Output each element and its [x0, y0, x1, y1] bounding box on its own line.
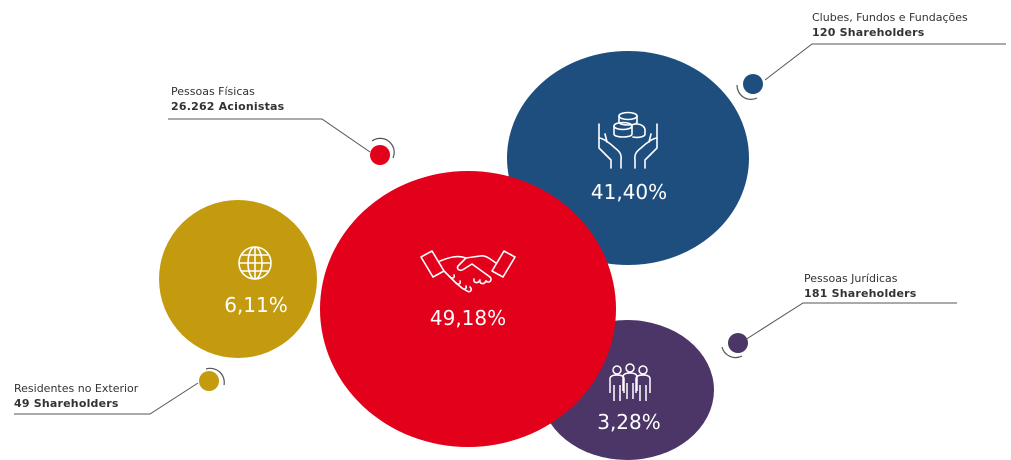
category-name-re: Residentes no Exterior — [14, 382, 139, 395]
marker-dot-pj — [728, 333, 748, 353]
bubble-pessoas-fisicas — [320, 171, 616, 447]
globe-icon — [238, 246, 272, 280]
marker-ring-pf — [371, 137, 395, 159]
shareholder-count-pf: 26.262 Acionistas — [171, 100, 285, 113]
leader-line-cf — [764, 43, 1006, 81]
label-pessoas-juridicas: Pessoas Jurídicas 181 Shareholders — [804, 271, 917, 301]
value-label-pf: 49,18% — [429, 306, 507, 330]
leader-line-re — [14, 382, 199, 415]
label-pessoas-fisicas: Pessoas Físicas 26.262 Acionistas — [171, 84, 284, 114]
label-clubes-fundos: Clubes, Fundos e Fundações 120 Sharehold… — [812, 10, 968, 40]
marker-dot-cf — [743, 74, 763, 94]
hands-coins-icon — [598, 111, 658, 169]
people-group-icon — [609, 363, 651, 401]
shareholder-count-pj: 181 Shareholders — [804, 287, 917, 300]
marker-dot-pf — [370, 145, 390, 165]
value-label-cf: 41,40% — [590, 180, 668, 204]
value-label-re: 6,11% — [224, 293, 288, 317]
leader-line-pf — [168, 118, 371, 153]
bubble-residentes-exterior — [159, 200, 317, 358]
marker-ring-cf — [736, 84, 758, 100]
shareholder-count-re: 49 Shareholders — [14, 397, 119, 410]
marker-ring-pj — [721, 346, 743, 359]
category-name-pj: Pessoas Jurídicas — [804, 272, 898, 285]
category-name-cf: Clubes, Fundos e Fundações — [812, 11, 968, 24]
shareholder-count-cf: 120 Shareholders — [812, 26, 925, 39]
marker-dot-re — [199, 371, 219, 391]
marker-ring-re — [205, 367, 225, 386]
value-label-pj: 3,28% — [597, 410, 661, 434]
category-name-pf: Pessoas Físicas — [171, 85, 255, 98]
label-residentes-exterior: Residentes no Exterior 49 Shareholders — [14, 381, 138, 411]
leader-line-pj — [744, 302, 957, 341]
handshake-icon — [420, 250, 516, 293]
